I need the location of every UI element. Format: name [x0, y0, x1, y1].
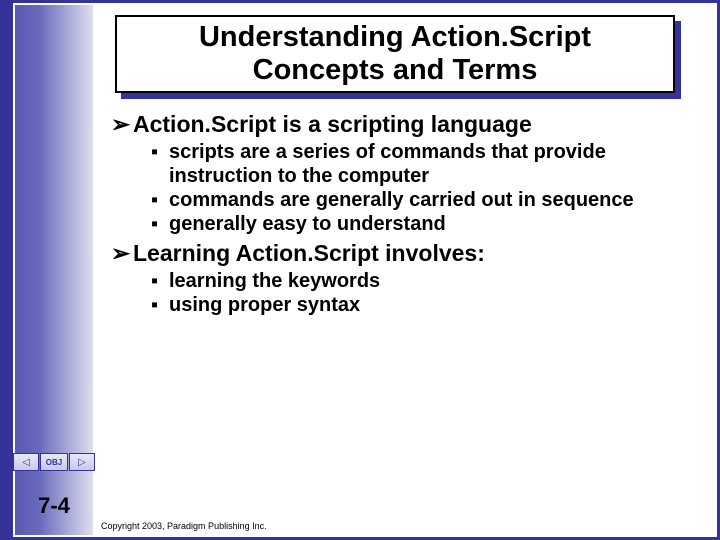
title-line-2: Concepts and Terms [253, 54, 538, 86]
square-bullet-icon: ▪ [151, 140, 169, 188]
body-content: ➢ Action.Script is a scripting language … [111, 107, 697, 317]
obj-button[interactable]: OBJ [40, 453, 68, 471]
bullet-lvl2: ▪ using proper syntax [151, 293, 697, 317]
copyright-text: Copyright 2003, Paradigm Publishing Inc. [101, 521, 267, 531]
chevron-right-icon: ➢ [111, 111, 133, 138]
bullet-lvl2-text: using proper syntax [169, 293, 697, 317]
bullet-lvl1-text: Learning Action.Script involves: [133, 240, 697, 267]
obj-label: OBJ [46, 458, 62, 467]
title-line-1: Understanding Action.Script [199, 21, 591, 53]
bullet-lvl2-text: generally easy to understand [169, 212, 697, 236]
square-bullet-icon: ▪ [151, 188, 169, 212]
chevron-right-icon: ➢ [111, 240, 133, 267]
square-bullet-icon: ▪ [151, 269, 169, 293]
bullet-lvl1: ➢ Learning Action.Script involves: [111, 240, 697, 267]
nav-controls: ◁ OBJ ▷ [9, 453, 99, 471]
bullet-lvl2-text: learning the keywords [169, 269, 697, 293]
bullet-lvl2-text: commands are generally carried out in se… [169, 188, 697, 212]
square-bullet-icon: ▪ [151, 212, 169, 236]
nav-row: ◁ OBJ ▷ [13, 453, 95, 471]
bullet-lvl2: ▪ generally easy to understand [151, 212, 697, 236]
slide-frame: Understanding Action.Script Concepts and… [0, 0, 720, 540]
next-button[interactable]: ▷ [69, 453, 95, 471]
bullet-lvl2: ▪ scripts are a series of commands that … [151, 140, 697, 188]
bullet-lvl2: ▪ learning the keywords [151, 269, 697, 293]
arrow-left-icon: ◁ [22, 457, 30, 468]
prev-button[interactable]: ◁ [13, 453, 39, 471]
bullet-lvl1-text: Action.Script is a scripting language [133, 111, 697, 138]
arrow-right-icon: ▷ [78, 457, 86, 468]
page-number: 7-4 [13, 493, 95, 519]
bullet-lvl1: ➢ Action.Script is a scripting language [111, 111, 697, 138]
square-bullet-icon: ▪ [151, 293, 169, 317]
title-box: Understanding Action.Script Concepts and… [115, 15, 675, 93]
slide-title: Understanding Action.Script Concepts and… [199, 21, 591, 88]
bullet-lvl2: ▪ commands are generally carried out in … [151, 188, 697, 212]
bullet-lvl2-text: scripts are a series of commands that pr… [169, 140, 697, 188]
